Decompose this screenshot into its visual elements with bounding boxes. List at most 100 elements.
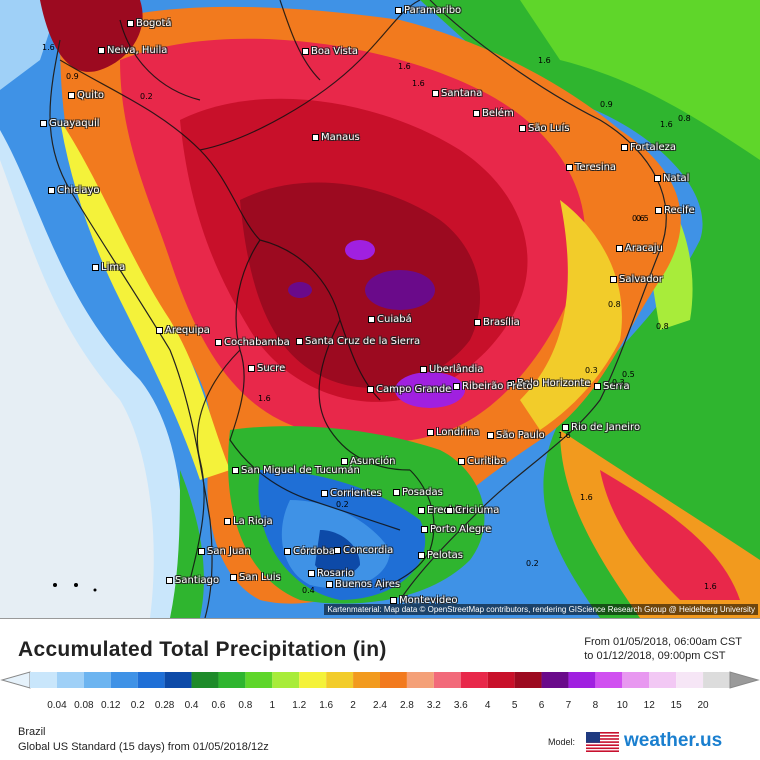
city-label: Rio de Janeiro: [562, 422, 640, 433]
map-value: 1.6: [398, 62, 411, 71]
city-label: Porto Alegre: [421, 524, 491, 535]
city-label: Arequipa: [156, 325, 210, 336]
city-label: Teresina: [566, 162, 616, 173]
city-label: Curitiba: [458, 456, 506, 467]
city-label: São Paulo: [487, 430, 545, 441]
city-marker-icon: [655, 206, 662, 214]
scale-swatch: [191, 672, 219, 688]
city-marker-icon: [432, 89, 439, 97]
scale-swatch: [595, 672, 623, 688]
scale-swatch: [649, 672, 677, 688]
city-label: Ribeirão Preto: [453, 381, 532, 392]
city-name: Ribeirão Preto: [462, 381, 533, 392]
scale-tick-label: 0.6: [211, 700, 226, 711]
city-name: Corrientes: [330, 488, 382, 499]
scale-tick-label: 10: [616, 700, 628, 711]
scale-tick-label: 0.8: [238, 700, 253, 711]
city-label: Santa Cruz de la Sierra: [296, 336, 420, 347]
city-name: Asunción: [350, 456, 396, 467]
city-label: Guayaquil: [40, 118, 100, 129]
city-marker-icon: [562, 423, 569, 431]
city-name: Buenos Aires: [335, 579, 401, 590]
city-label: Belém: [473, 108, 514, 119]
city-marker-icon: [519, 124, 526, 132]
city-name: Guayaquil: [49, 118, 100, 129]
model-info: Global US Standard (15 days) from 01/05/…: [18, 741, 269, 753]
city-marker-icon: [248, 364, 255, 372]
color-scale: [0, 671, 760, 689]
region-label: Brazil: [18, 726, 46, 738]
city-marker-icon: [654, 174, 661, 182]
scale-tick-label: 4: [484, 700, 491, 711]
city-label: Londrina: [427, 427, 480, 438]
scale-swatch: [353, 672, 380, 688]
map-value: 0.5: [636, 214, 649, 223]
city-label: San Juan: [198, 546, 251, 557]
city-label: Salvador: [610, 274, 663, 285]
city-label: Montevideo: [390, 595, 457, 606]
city-marker-icon: [508, 379, 515, 387]
city-marker-icon: [308, 569, 315, 577]
map-value: 0.3: [612, 378, 625, 387]
scale-swatch: [83, 672, 111, 688]
city-label: Rosario: [308, 568, 354, 579]
city-marker-icon: [127, 19, 134, 27]
time-range: From 01/05/2018, 06:00am CST to 01/12/20…: [584, 635, 742, 663]
scale-swatch: [164, 672, 192, 688]
map-value: 0.4: [302, 586, 315, 595]
city-marker-icon: [421, 525, 428, 533]
map-attribution: Kartenmaterial: Map data © OpenStreetMap…: [324, 604, 758, 615]
scale-swatch: [218, 672, 246, 688]
map-value: 0.5: [622, 370, 635, 379]
city-label: Campo Grande: [367, 384, 451, 395]
city-name: Belo Horizonte: [517, 378, 591, 389]
city-label: Buenos Aires: [326, 579, 400, 590]
city-label: Brasília: [474, 317, 520, 328]
city-name: Concordia: [343, 545, 394, 556]
city-name: Londrina: [436, 427, 480, 438]
city-name: Cuiabá: [377, 314, 412, 325]
scale-swatch: [245, 672, 273, 688]
map-value: 0.9: [600, 100, 613, 109]
city-label: São Luís: [519, 123, 570, 134]
city-name: Quito: [77, 90, 105, 101]
city-name: Aracaju: [625, 243, 663, 254]
scale-tick-label: 0.08: [74, 700, 94, 711]
brand-logo[interactable]: weather.us: [624, 730, 723, 751]
us-flag-icon: [586, 732, 619, 752]
scale-tick-label: 0.2: [130, 700, 145, 711]
scale-swatch: [433, 672, 461, 688]
scale-swatch: [703, 672, 730, 688]
city-label: Concordia: [334, 545, 393, 556]
city-marker-icon: [284, 547, 291, 555]
city-name: Arequipa: [165, 325, 210, 336]
scale-tick-label: 5: [511, 700, 518, 711]
city-marker-icon: [326, 580, 333, 588]
city-marker-icon: [40, 119, 47, 127]
city-name: La Rioja: [233, 516, 273, 527]
city-label: Paramaribo: [395, 5, 461, 16]
city-marker-icon: [393, 488, 400, 496]
city-marker-icon: [427, 428, 434, 436]
city-label: Chiclayo: [48, 185, 100, 196]
map-canvas: [0, 0, 760, 618]
city-name: Bogotá: [136, 18, 172, 29]
city-name: Manaus: [321, 132, 360, 143]
city-name: Uberlândia: [429, 364, 484, 375]
city-name: Natal: [663, 173, 690, 184]
city-name: San Juan: [207, 546, 251, 557]
city-name: Teresina: [575, 162, 617, 173]
city-marker-icon: [418, 506, 425, 514]
city-label: Asunción: [341, 456, 395, 467]
city-label: Cochabamba: [215, 337, 290, 348]
scale-swatch: [326, 672, 354, 688]
map-value: 1.6: [42, 43, 55, 52]
city-name: Santana: [441, 88, 483, 99]
city-marker-icon: [312, 133, 319, 141]
map-value: 0.8: [608, 300, 621, 309]
city-name: São Paulo: [496, 430, 545, 441]
city-name: Rosario: [317, 568, 354, 579]
city-label: Serra: [594, 381, 630, 392]
scale-tick-label: 0.12: [101, 700, 121, 711]
map-value: 1.6: [538, 56, 551, 65]
